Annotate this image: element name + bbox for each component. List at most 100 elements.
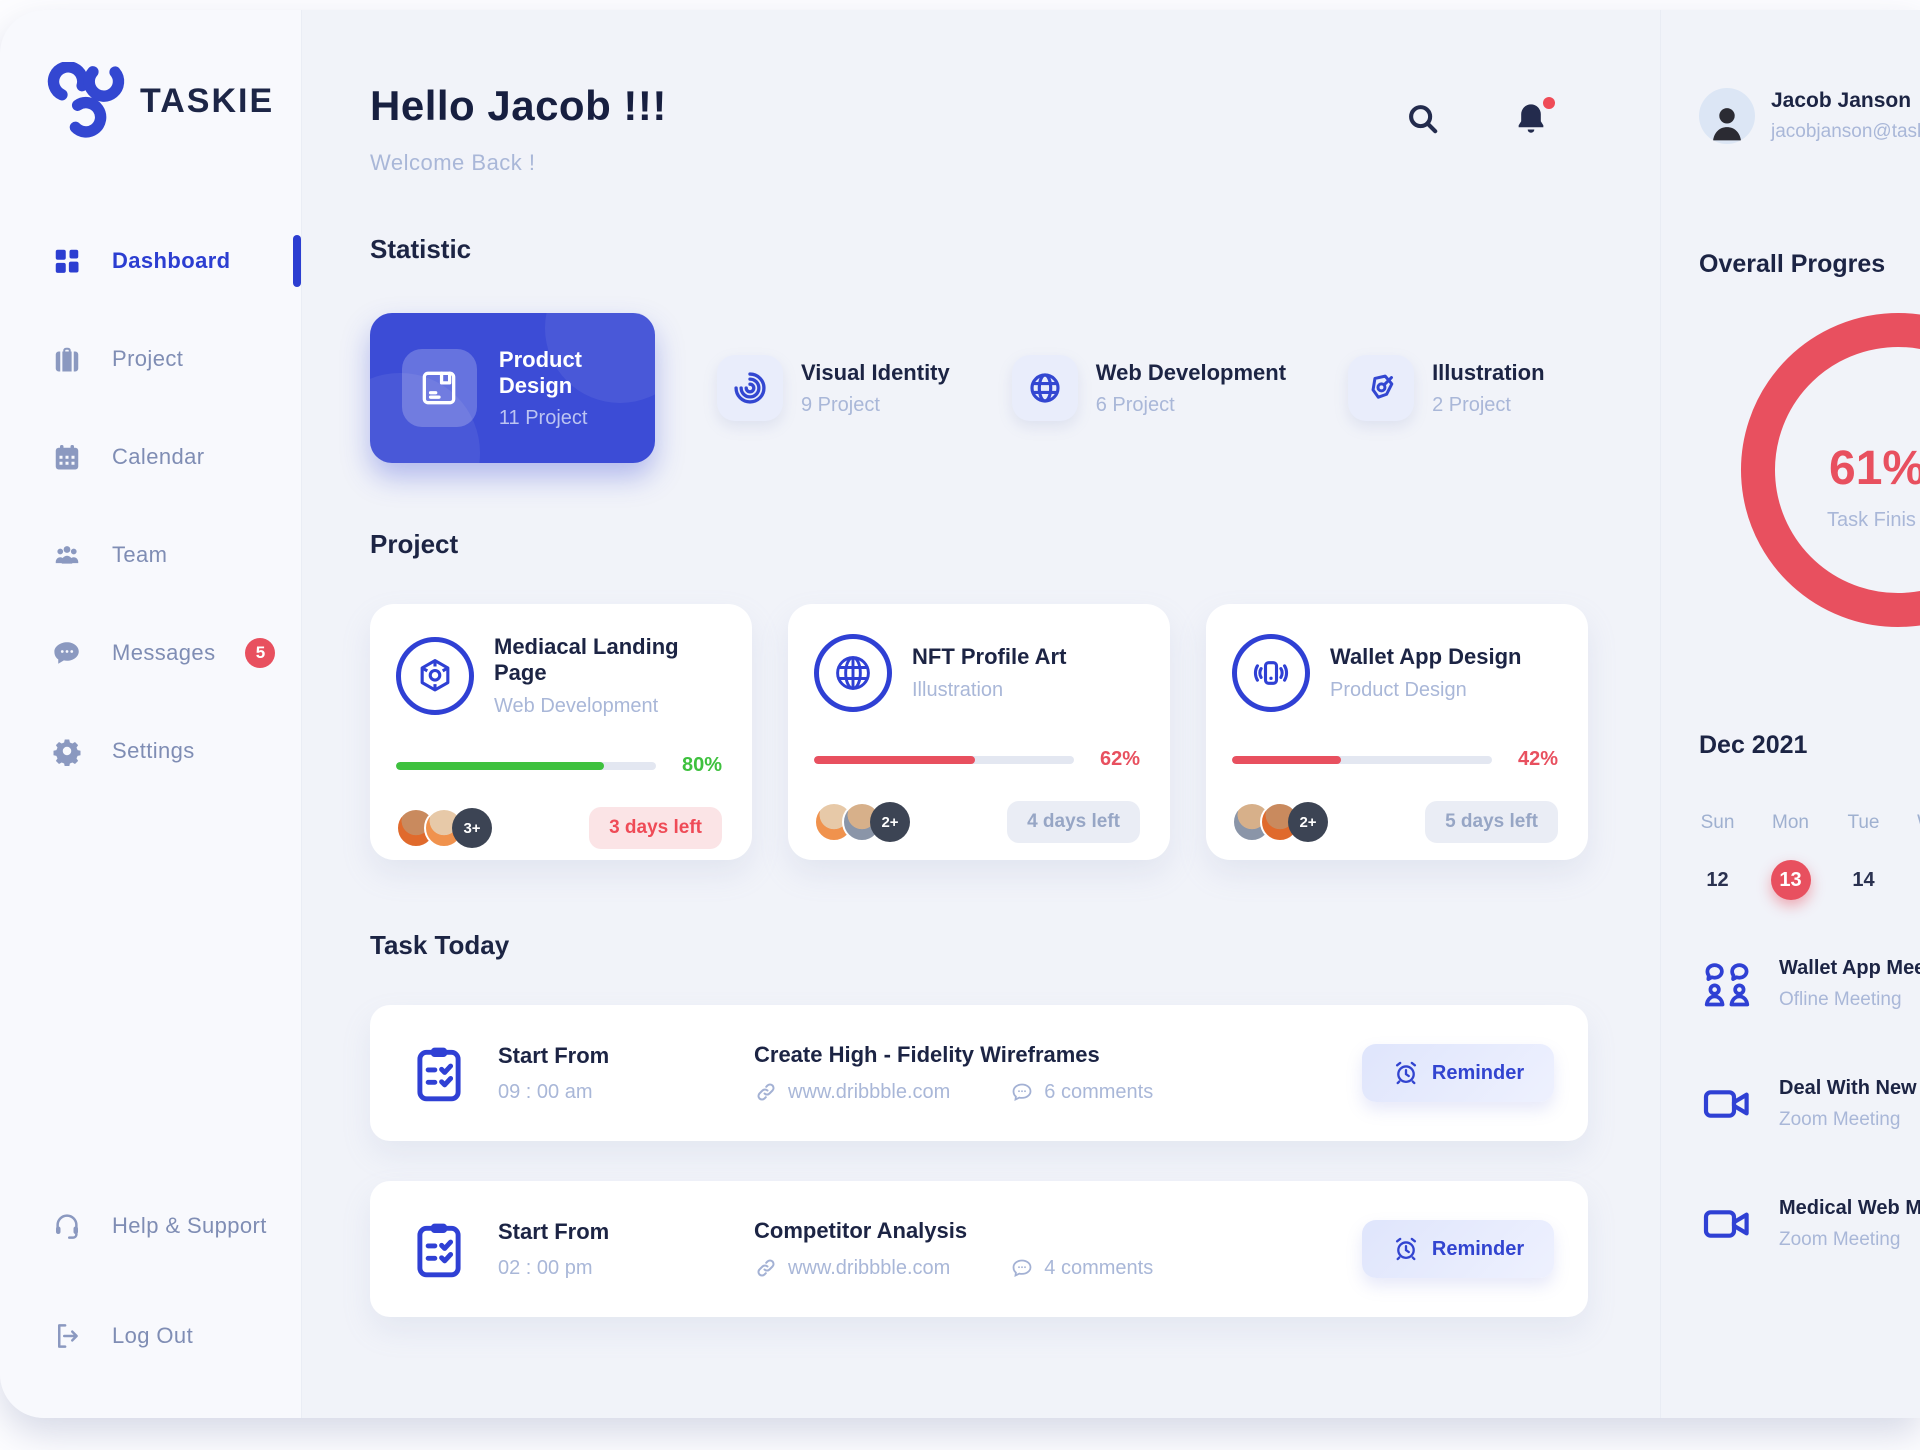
stat-card-title: Visual Identity <box>801 359 950 385</box>
people-chat-icon <box>1704 963 1750 1007</box>
weekday-label: Sun <box>1700 812 1735 833</box>
user-profile[interactable]: Jacob Janson jacobjanson@task <box>1661 88 1920 144</box>
app-window: TASKIE Dashboard Project <box>0 10 1920 1418</box>
progress-ring-arc <box>1741 313 1920 627</box>
sidebar-item-help-support[interactable]: Help & Support <box>0 1196 301 1256</box>
task-link[interactable]: www.dribbble.com <box>754 1256 950 1280</box>
reminder-button[interactable]: Reminder <box>1362 1044 1554 1102</box>
task-comments[interactable]: 4 comments <box>1010 1256 1153 1280</box>
notifications-bell-icon[interactable] <box>1512 97 1555 138</box>
task-start-label: Start From <box>498 1042 610 1068</box>
right-rail: Jacob Janson jacobjanson@task Overall Pr… <box>1660 10 1920 1418</box>
avatar-overflow-count: 2+ <box>1288 802 1328 842</box>
sidebar-item-team[interactable]: Team <box>0 525 301 585</box>
brand-name: TASKIE <box>140 81 275 120</box>
project-card-nft-profile[interactable]: NFT Profile Art Illustration 62% 2+ <box>788 604 1170 860</box>
project-category: Illustration <box>912 679 1004 701</box>
task-today-title: Task Today <box>370 930 510 960</box>
stat-card-web-development[interactable]: Web Development 6 Project <box>1011 355 1286 421</box>
sidebar: TASKIE Dashboard Project <box>0 10 302 1418</box>
comment-icon <box>1012 1259 1032 1278</box>
calendar-date[interactable]: 12 <box>1706 868 1729 891</box>
task-detail-block: Competitor Analysis www.dribbble.com <box>754 1218 1153 1280</box>
progress-track <box>1232 755 1492 764</box>
profile-text: Jacob Janson jacobjanson@task <box>1771 89 1920 143</box>
reminder-label: Reminder <box>1431 1237 1525 1260</box>
stat-card-product-design[interactable]: Product Design 11 Project <box>370 313 655 463</box>
task-row-competitor-analysis[interactable]: Start From 02 : 00 pm Competitor Analysi… <box>370 1181 1588 1317</box>
project-card-wallet-app[interactable]: Wallet App Design Product Design 42% 2+ <box>1206 604 1588 860</box>
avatar-group: 3+ <box>396 808 492 848</box>
task-comments-text: 6 comments <box>1044 1080 1154 1103</box>
overall-progress-ring: 61% Task Finis <box>1661 293 1920 713</box>
stat-card-title: Illustration <box>1432 359 1545 385</box>
mini-calendar: Sun Mon Tue Wed 12 13 14 15 <box>1661 812 1920 900</box>
stat-card-visual-identity[interactable]: Visual Identity 9 Project <box>717 355 950 421</box>
progress-fill <box>396 761 604 770</box>
meeting-item-deal-new[interactable]: Deal With New Zoom Meeting <box>1699 1076 1920 1132</box>
profile-email: jacobjanson@task <box>1771 121 1920 142</box>
task-row-wireframes[interactable]: Start From 09 : 00 am Create High - Fide… <box>370 1005 1588 1141</box>
headset-icon <box>56 1214 78 1239</box>
reminder-button[interactable]: Reminder <box>1362 1220 1554 1278</box>
project-card-text: Wallet App Design Product Design <box>1330 644 1522 702</box>
calendar-date[interactable]: 15 <box>1900 860 1920 900</box>
sidebar-footer: Help & Support Log Out <box>0 1196 301 1366</box>
notification-dot <box>1543 97 1555 109</box>
stat-card-text: Illustration 2 Project <box>1432 360 1544 417</box>
welcome-subtitle: Welcome Back ! <box>370 150 536 175</box>
project-card-footer: 2+ 4 days left <box>814 801 1140 843</box>
meeting-title: Medical Web M <box>1779 1197 1920 1219</box>
sidebar-item-logout[interactable]: Log Out <box>0 1306 301 1366</box>
task-link[interactable]: www.dribbble.com <box>754 1080 950 1104</box>
meeting-title: Wallet App Mee <box>1779 957 1920 979</box>
task-comments[interactable]: 6 comments <box>1010 1080 1153 1104</box>
meeting-text: Deal With New Zoom Meeting <box>1779 1077 1917 1131</box>
meeting-text: Wallet App Mee Ofline Meeting <box>1779 957 1920 1011</box>
task-link-text: www.dribbble.com <box>788 1080 951 1103</box>
gear-icon <box>53 739 81 766</box>
progress-percent: 62% <box>1099 748 1140 770</box>
topbar: Hello Jacob !!! Welcome Back ! <box>370 82 1590 176</box>
task-meta: www.dribbble.com 4 comments <box>754 1256 1153 1280</box>
sidebar-item-calendar[interactable]: Calendar <box>0 427 301 487</box>
task-link-text: www.dribbble.com <box>788 1256 951 1279</box>
project-card-footer: 3+ 3 days left <box>396 807 722 849</box>
sidebar-item-project[interactable]: Project <box>0 329 301 389</box>
sidebar-item-label: Log Out <box>112 1323 194 1348</box>
avatar-group: 2+ <box>814 802 910 842</box>
meeting-type: Zoom Meeting <box>1779 1109 1901 1130</box>
meeting-item-medical-web[interactable]: Medical Web M Zoom Meeting <box>1699 1196 1920 1252</box>
calendar-date[interactable]: 14 <box>1852 868 1875 891</box>
sidebar-item-label: Team <box>112 542 168 567</box>
search-icon[interactable] <box>1404 100 1442 138</box>
calendar-date-selected[interactable]: 13 <box>1754 860 1827 900</box>
project-card-medical-landing[interactable]: Mediacal Landing Page Web Development 80… <box>370 604 752 860</box>
sidebar-item-label: Messages <box>112 640 216 665</box>
logout-icon <box>58 1324 78 1348</box>
project-title: NFT Profile Art <box>912 644 1067 669</box>
alarm-clock-icon <box>1395 1237 1416 1261</box>
meeting-item-wallet-app[interactable]: Wallet App Mee Ofline Meeting <box>1699 956 1920 1012</box>
link-icon <box>757 1083 775 1101</box>
team-people-icon <box>55 546 79 564</box>
dashboard-grid-icon <box>55 249 79 273</box>
task-meta: www.dribbble.com 6 comments <box>754 1080 1153 1104</box>
comment-icon <box>1012 1083 1032 1102</box>
main-content: Hello Jacob !!! Welcome Back ! Stat <box>302 10 1660 1418</box>
globe-icon <box>1011 355 1078 421</box>
project-card-text: Mediacal Landing Page Web Development <box>494 634 722 718</box>
stat-card-text: Product Design 11 Project <box>499 347 655 430</box>
clipboard-icon <box>417 1223 461 1278</box>
sidebar-item-dashboard[interactable]: Dashboard <box>0 231 301 291</box>
sidebar-item-settings[interactable]: Settings <box>0 721 301 781</box>
project-category: Web Development <box>494 695 659 717</box>
spiral-icon <box>717 355 783 421</box>
avatar-group: 2+ <box>1232 802 1328 842</box>
calendar-month: Dec 2021 <box>1699 731 1808 759</box>
sidebar-item-messages[interactable]: Messages 5 <box>0 623 301 683</box>
progress-track <box>396 761 656 770</box>
project-category: Product Design <box>1330 679 1467 701</box>
stat-card-illustration[interactable]: Illustration 2 Project <box>1348 355 1545 421</box>
stat-card-count: 2 Project <box>1432 393 1511 416</box>
